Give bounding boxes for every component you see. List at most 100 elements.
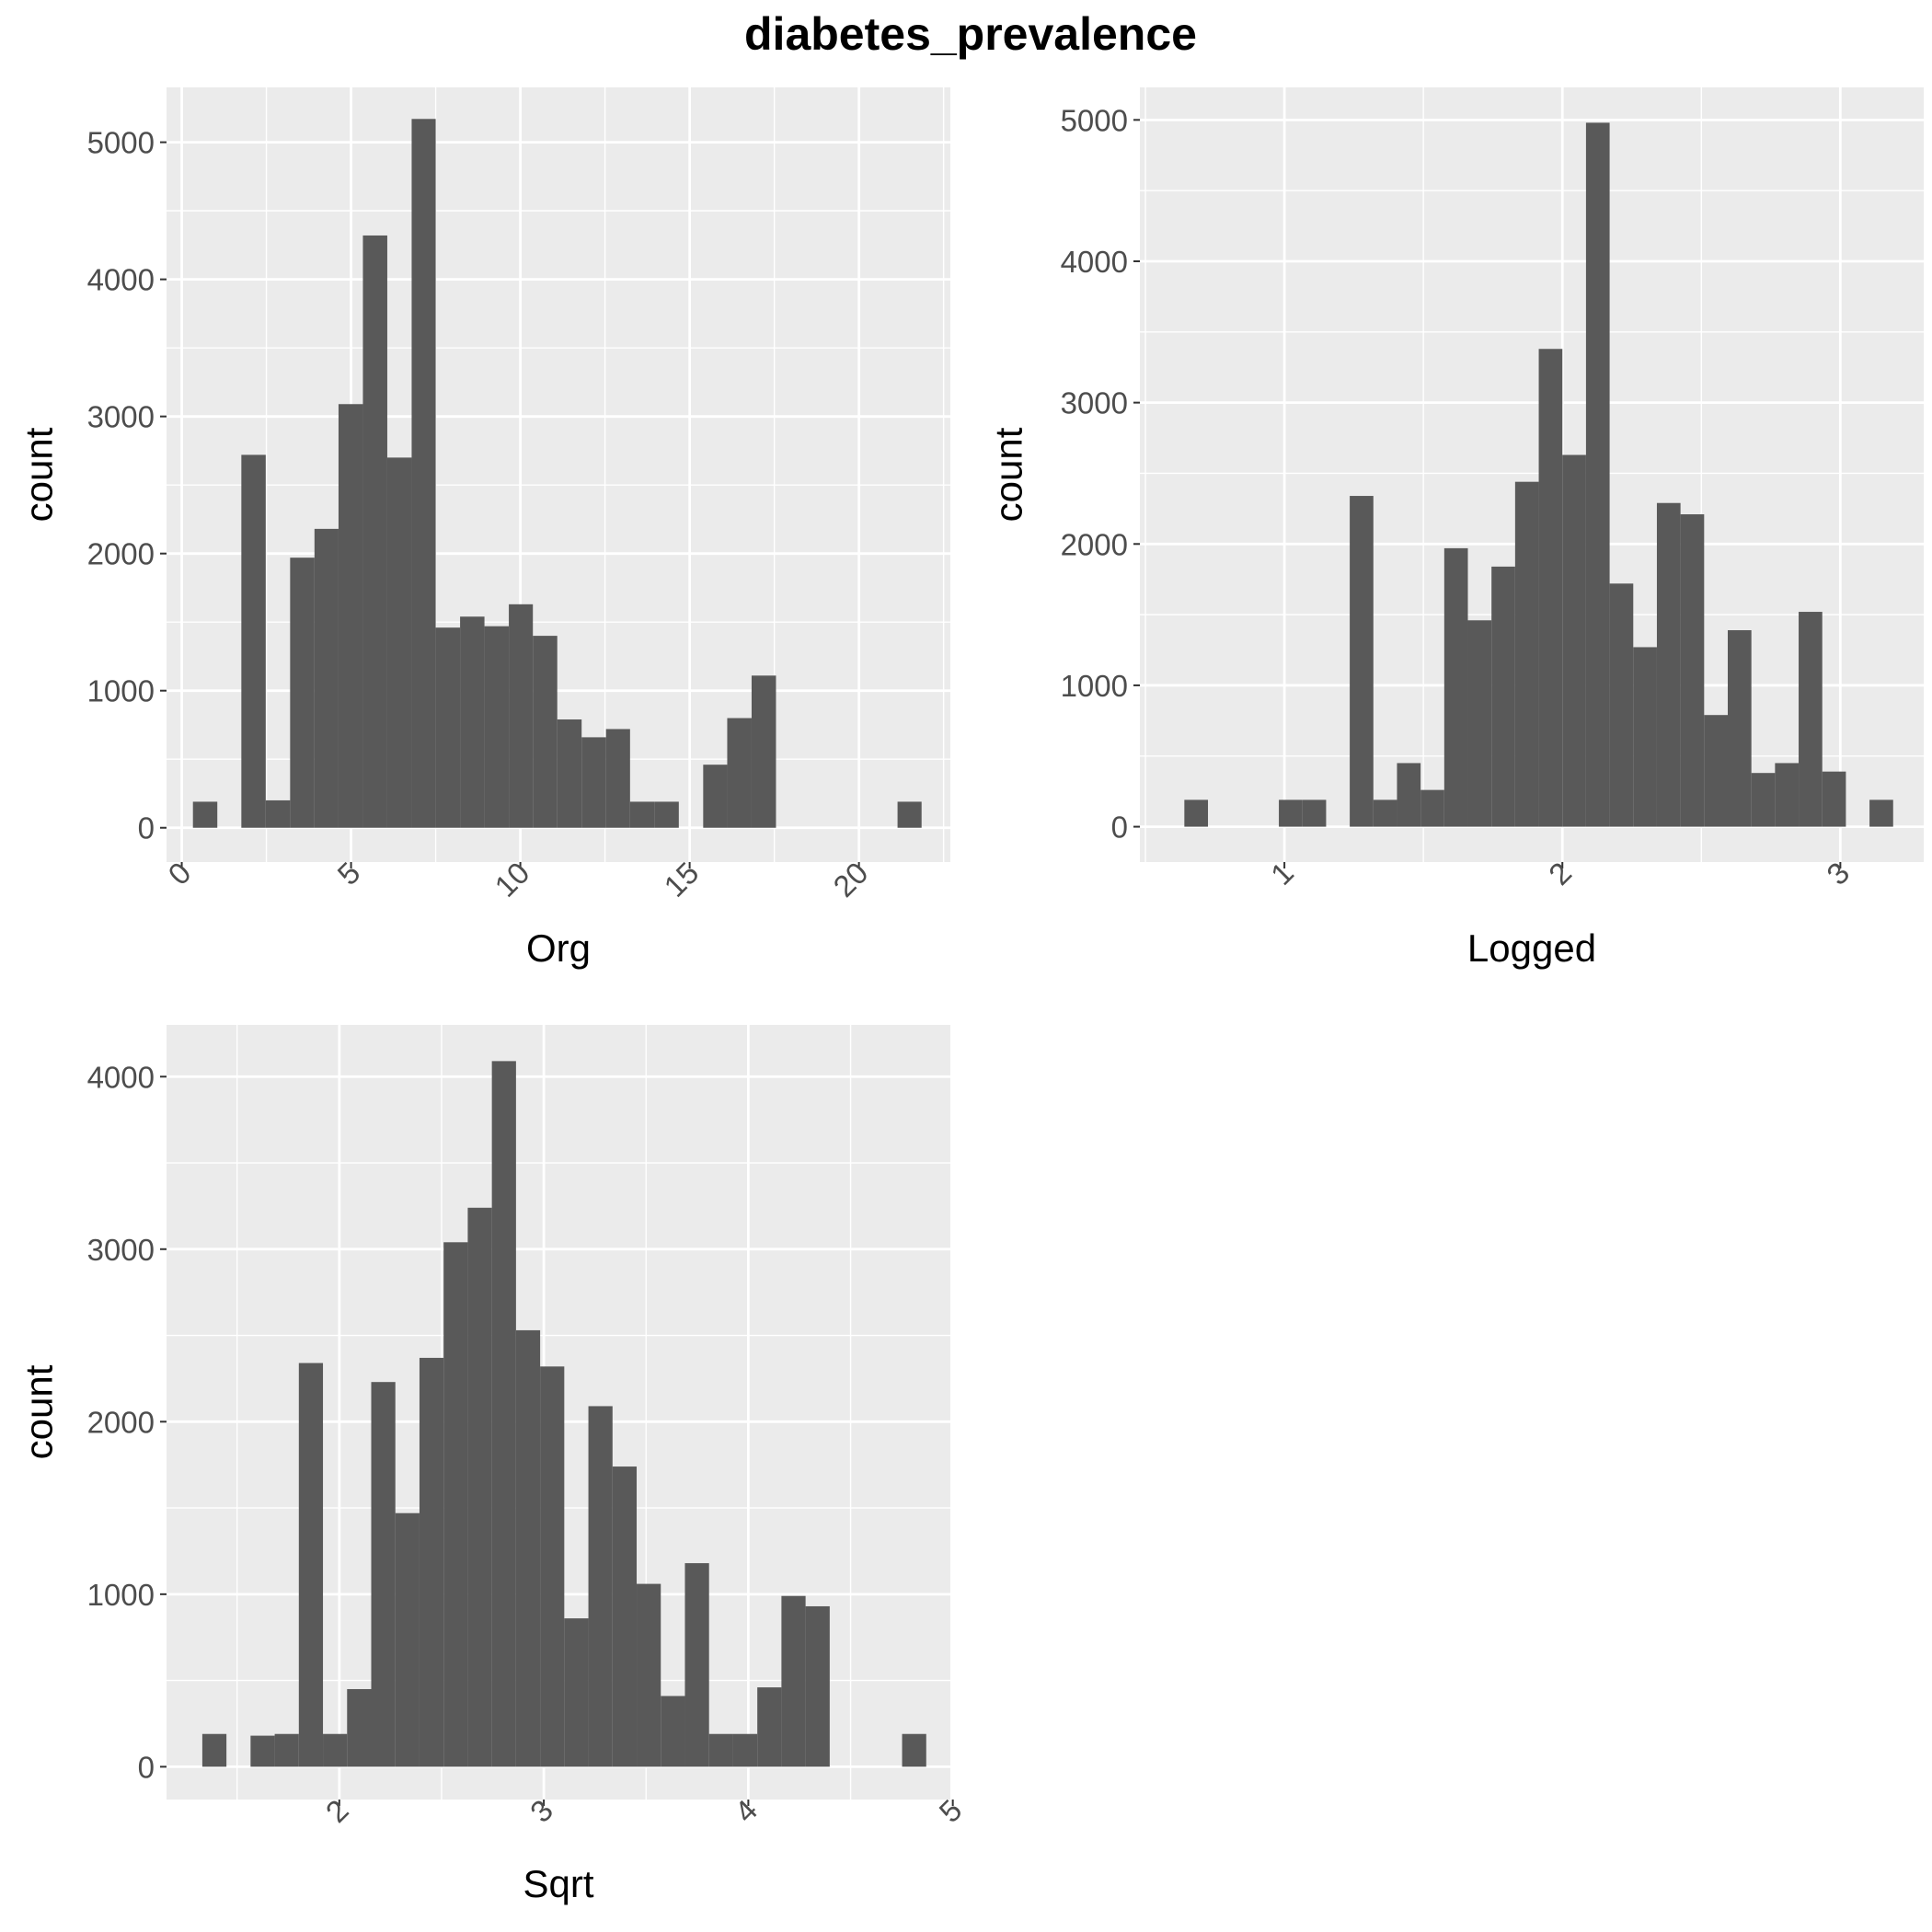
y-tick-label: 0	[138, 1750, 155, 1784]
histogram-bar	[265, 799, 291, 828]
histogram-bar	[629, 801, 655, 828]
histogram-bar	[1728, 630, 1752, 827]
histogram-bar	[533, 636, 558, 828]
histogram-bar	[1467, 620, 1492, 827]
histogram-bar	[1491, 566, 1515, 827]
histogram-bar	[1562, 454, 1586, 827]
histogram-bar	[338, 404, 363, 828]
y-tick-label: 3000	[87, 1233, 155, 1267]
histogram-bar	[1799, 612, 1823, 827]
histogram-bar	[484, 626, 510, 828]
histogram-bar	[1397, 763, 1421, 827]
y-axis-title: count	[17, 427, 61, 522]
y-tick-label: 2000	[87, 537, 155, 571]
histogram-bar	[192, 801, 218, 828]
histogram-bar	[805, 1605, 830, 1767]
histogram-bar	[1302, 799, 1327, 827]
histogram-bar	[703, 765, 728, 828]
histogram-bar	[1822, 771, 1846, 827]
histogram-bar	[727, 718, 752, 828]
histogram-bar	[347, 1688, 372, 1767]
histogram-bar	[1704, 715, 1728, 827]
y-tick-label: 3000	[1061, 386, 1128, 420]
histogram-bar	[1869, 799, 1893, 827]
histogram-bar	[395, 1512, 420, 1767]
histogram-bar	[661, 1696, 685, 1767]
histogram-bar	[1538, 349, 1563, 827]
histogram-bar	[515, 1329, 541, 1767]
y-tick-label: 4000	[87, 1060, 155, 1094]
histogram-bar	[290, 558, 315, 828]
y-tick-label: 3000	[87, 400, 155, 434]
histogram-bar	[564, 1618, 589, 1767]
histogram-bar	[684, 1563, 709, 1767]
y-tick-label: 4000	[87, 263, 155, 297]
histogram-bar	[491, 1061, 516, 1767]
histogram-bar	[314, 528, 339, 828]
histogram-bar	[250, 1735, 275, 1767]
histogram-bar	[1350, 496, 1374, 827]
figure-title: diabetes_prevalence	[744, 8, 1197, 60]
histogram-bar	[1633, 647, 1657, 827]
histogram-bar	[241, 454, 266, 828]
y-axis-title: count	[17, 1364, 61, 1459]
x-axis-title: Org	[526, 926, 591, 970]
histogram-bar	[1279, 799, 1303, 827]
y-tick-label: 4000	[1061, 245, 1128, 279]
x-axis-title: Sqrt	[523, 1862, 593, 1905]
y-axis-title: count	[987, 427, 1030, 522]
y-tick-label: 5000	[87, 126, 155, 160]
histogram-bar	[1680, 514, 1705, 827]
histogram-bar	[274, 1733, 299, 1767]
y-tick-label: 1000	[87, 674, 155, 708]
histogram-bar	[1184, 799, 1209, 827]
histogram-bar	[1443, 547, 1468, 827]
x-axis-title: Logged	[1467, 926, 1596, 970]
histogram-bar	[1373, 799, 1397, 827]
y-tick-label: 1000	[1061, 669, 1128, 703]
histogram-bar	[732, 1733, 758, 1767]
histogram-bar	[411, 119, 436, 828]
histogram-bar	[1751, 773, 1776, 827]
histogram-bar	[540, 1366, 565, 1767]
histogram-bar	[419, 1357, 444, 1767]
histogram-bar	[443, 1242, 468, 1767]
histogram-bar	[201, 1733, 227, 1767]
histogram-bar	[1585, 122, 1610, 827]
y-tick-label: 2000	[87, 1405, 155, 1439]
histogram-bar	[386, 457, 412, 828]
histogram-bar	[435, 627, 461, 828]
histogram-bar	[557, 719, 582, 828]
histogram-bar	[371, 1382, 396, 1767]
histogram-bar	[362, 235, 387, 828]
histogram-bar	[467, 1207, 492, 1767]
histogram-bar	[605, 729, 630, 828]
y-tick-label: 0	[138, 811, 155, 845]
histogram-bar	[781, 1595, 806, 1767]
y-tick-label: 1000	[87, 1578, 155, 1612]
histogram-bar	[1609, 583, 1634, 827]
histogram-bar	[612, 1466, 638, 1767]
histogram-bar	[581, 737, 606, 828]
histogram-bar	[637, 1583, 661, 1767]
histogram-bar	[751, 675, 776, 828]
histogram-bar	[902, 1733, 926, 1767]
y-tick-label: 2000	[1061, 527, 1128, 561]
histogram-bar	[588, 1406, 613, 1767]
histogram-bar	[509, 604, 534, 828]
histogram-bar	[757, 1687, 782, 1767]
histogram-bar	[1775, 763, 1800, 827]
histogram-bar	[1514, 481, 1539, 827]
histogram-bar	[708, 1733, 733, 1767]
histogram-bar	[654, 801, 679, 828]
y-tick-label: 0	[1111, 811, 1128, 845]
histogram-bar	[323, 1733, 348, 1767]
histogram-bar	[298, 1363, 324, 1767]
histogram-bar	[460, 616, 485, 828]
histogram-bar	[897, 801, 922, 828]
histogram-bar	[1420, 789, 1444, 827]
